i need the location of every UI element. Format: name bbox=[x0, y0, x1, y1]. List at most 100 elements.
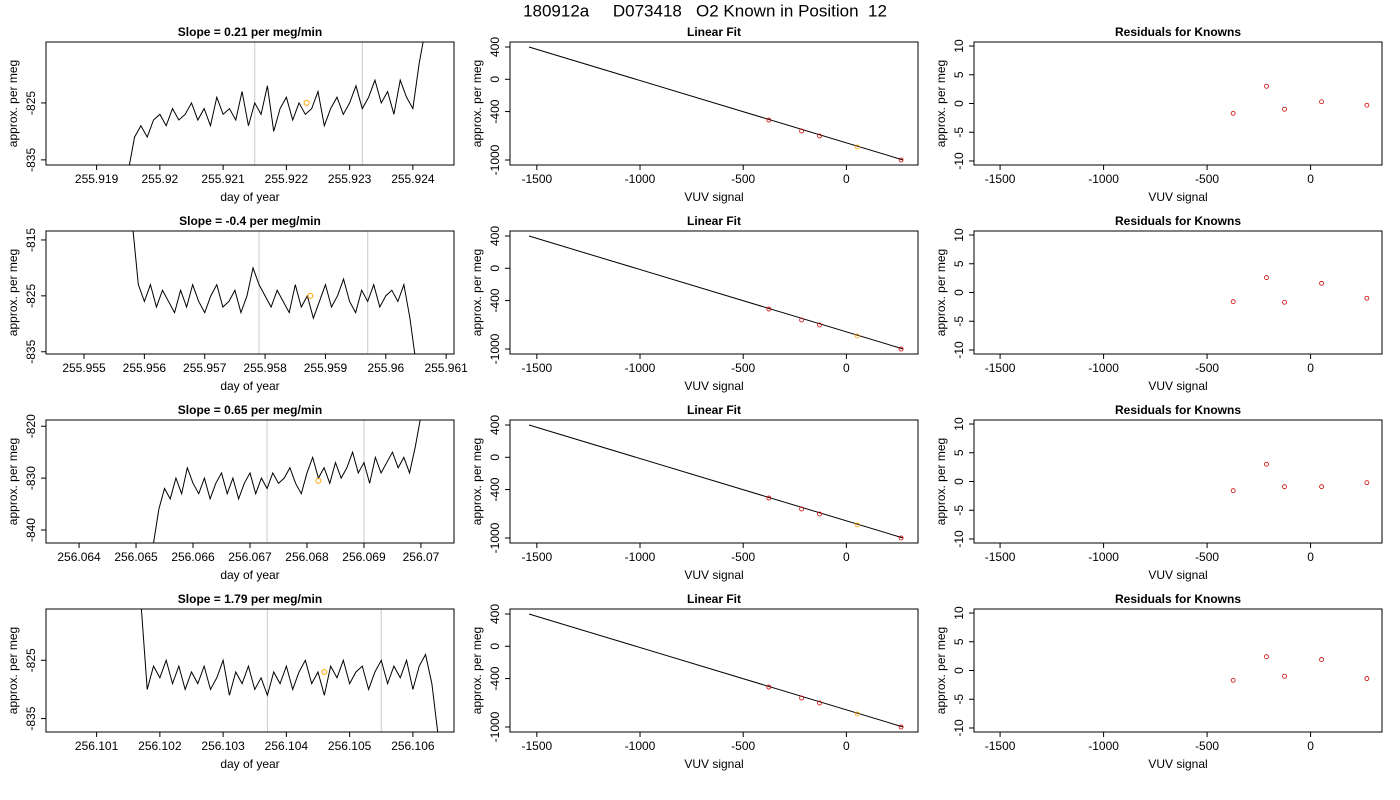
y-tick-label: -840 bbox=[24, 518, 38, 542]
point bbox=[854, 333, 860, 339]
plot-area bbox=[1230, 275, 1370, 305]
x-tick-label: 0 bbox=[843, 739, 850, 753]
y-tick-label: -835 bbox=[24, 339, 38, 363]
x-tick-label: -1500 bbox=[521, 550, 552, 564]
panel: Residuals for Knowns VUV signal approx. pe… bbox=[934, 403, 1383, 582]
y-tick-label: -5 bbox=[952, 316, 966, 327]
y-tick-label: 0 bbox=[952, 289, 966, 296]
point bbox=[1364, 295, 1370, 301]
point bbox=[766, 306, 772, 312]
y-axis-label: approx. per meg bbox=[934, 249, 948, 336]
point bbox=[799, 695, 805, 701]
x-tick-label: -500 bbox=[1195, 172, 1219, 186]
x-tick-label: -1000 bbox=[1088, 739, 1119, 753]
x-axis-label: day of year bbox=[220, 379, 279, 393]
plot-area bbox=[1230, 83, 1370, 116]
y-tick-label: 10 bbox=[952, 228, 966, 242]
point bbox=[817, 700, 822, 706]
unknown-point bbox=[315, 477, 322, 484]
panel-title: Residuals for Knowns bbox=[1115, 25, 1241, 39]
x-tick-label: 255.96 bbox=[367, 361, 404, 375]
x-axis-label: VUV signal bbox=[684, 757, 743, 771]
point bbox=[1230, 110, 1236, 116]
x-tick-label: -500 bbox=[731, 739, 755, 753]
y-tick-label: 10 bbox=[952, 417, 966, 431]
x-tick-label: 0 bbox=[1307, 361, 1314, 375]
x-tick-label: 0 bbox=[843, 172, 850, 186]
x-tick-label: -500 bbox=[1195, 739, 1219, 753]
y-axis-label: approx. per meg bbox=[470, 627, 484, 714]
y-tick-label: 0 bbox=[488, 643, 502, 650]
fit-line bbox=[528, 424, 904, 539]
x-tick-label: 0 bbox=[1307, 172, 1314, 186]
plot-area bbox=[1230, 461, 1370, 494]
y-tick-label: 0 bbox=[952, 478, 966, 485]
panel: Linear Fit VUV signal approx. per meg -1500… bbox=[470, 214, 919, 393]
panel-title: Linear Fit bbox=[687, 25, 741, 39]
x-tick-label: 255.922 bbox=[265, 172, 309, 186]
x-tick-label: 255.921 bbox=[201, 172, 245, 186]
panel: Residuals for Knowns VUV signal approx. pe… bbox=[934, 25, 1383, 204]
y-axis-label: approx. per meg bbox=[6, 60, 20, 147]
point bbox=[817, 511, 822, 517]
point bbox=[1319, 484, 1324, 490]
x-tick-label: 0 bbox=[843, 361, 850, 375]
point bbox=[817, 133, 822, 139]
y-tick-label: -10 bbox=[952, 530, 966, 548]
y-tick-label: -1000 bbox=[488, 333, 502, 364]
point bbox=[1230, 677, 1236, 683]
point bbox=[898, 535, 904, 541]
x-axis-label: VUV signal bbox=[1148, 568, 1207, 582]
y-tick-label: 0 bbox=[488, 454, 502, 461]
y-axis-label: approx. per meg bbox=[6, 249, 20, 336]
point bbox=[1364, 676, 1370, 681]
y-tick-label: 5 bbox=[952, 638, 966, 645]
x-tick-label: 0 bbox=[1307, 739, 1314, 753]
plot-frame bbox=[973, 608, 1383, 733]
x-tick-label: 255.956 bbox=[123, 361, 167, 375]
point bbox=[799, 317, 805, 323]
signal-line bbox=[128, 42, 424, 165]
y-tick-label: -825 bbox=[24, 91, 38, 115]
x-tick-label: 255.924 bbox=[391, 172, 435, 186]
y-tick-label: -5 bbox=[952, 505, 966, 516]
y-tick-label: -835 bbox=[24, 148, 38, 172]
panel-title: Residuals for Knowns bbox=[1115, 214, 1241, 228]
y-tick-label: -820 bbox=[24, 414, 38, 438]
panel-title: Residuals for Knowns bbox=[1115, 403, 1241, 417]
point bbox=[854, 144, 860, 150]
y-tick-label: 5 bbox=[952, 71, 966, 78]
x-axis-label: VUV signal bbox=[1148, 190, 1207, 204]
plot-area bbox=[528, 235, 904, 352]
x-tick-label: -500 bbox=[1195, 361, 1219, 375]
point bbox=[1364, 480, 1370, 486]
x-axis-label: VUV signal bbox=[684, 379, 743, 393]
x-tick-label: 256.066 bbox=[171, 550, 215, 564]
panel: Slope = -0.4 per meg/min day of year appro… bbox=[6, 214, 468, 393]
point bbox=[1282, 673, 1287, 679]
panel: Linear Fit VUV signal approx. per meg -1500… bbox=[470, 25, 919, 204]
y-tick-label: 0 bbox=[952, 100, 966, 107]
y-tick-label: 0 bbox=[952, 667, 966, 674]
point bbox=[1264, 461, 1269, 467]
plot-area bbox=[1230, 654, 1370, 683]
y-tick-label: -400 bbox=[488, 477, 502, 501]
x-tick-label: -1500 bbox=[985, 361, 1016, 375]
panel: Linear Fit VUV signal approx. per meg -1500… bbox=[470, 592, 919, 771]
y-tick-label: -5 bbox=[952, 694, 966, 705]
y-tick-label: -1000 bbox=[488, 522, 502, 553]
x-tick-label: 256.106 bbox=[391, 739, 435, 753]
plot-frame bbox=[45, 41, 455, 166]
x-tick-label: 0 bbox=[843, 550, 850, 564]
plot-area bbox=[528, 424, 904, 541]
x-tick-label: 256.07 bbox=[403, 550, 440, 564]
y-axis-label: approx. per meg bbox=[470, 60, 484, 147]
x-tick-label: -1000 bbox=[1088, 172, 1119, 186]
point bbox=[1264, 275, 1269, 280]
x-tick-label: 255.92 bbox=[142, 172, 179, 186]
x-tick-label: 256.064 bbox=[57, 550, 101, 564]
y-tick-label: -10 bbox=[952, 152, 966, 170]
point bbox=[817, 322, 822, 328]
plot-area bbox=[128, 42, 424, 165]
x-axis-label: day of year bbox=[220, 568, 279, 582]
